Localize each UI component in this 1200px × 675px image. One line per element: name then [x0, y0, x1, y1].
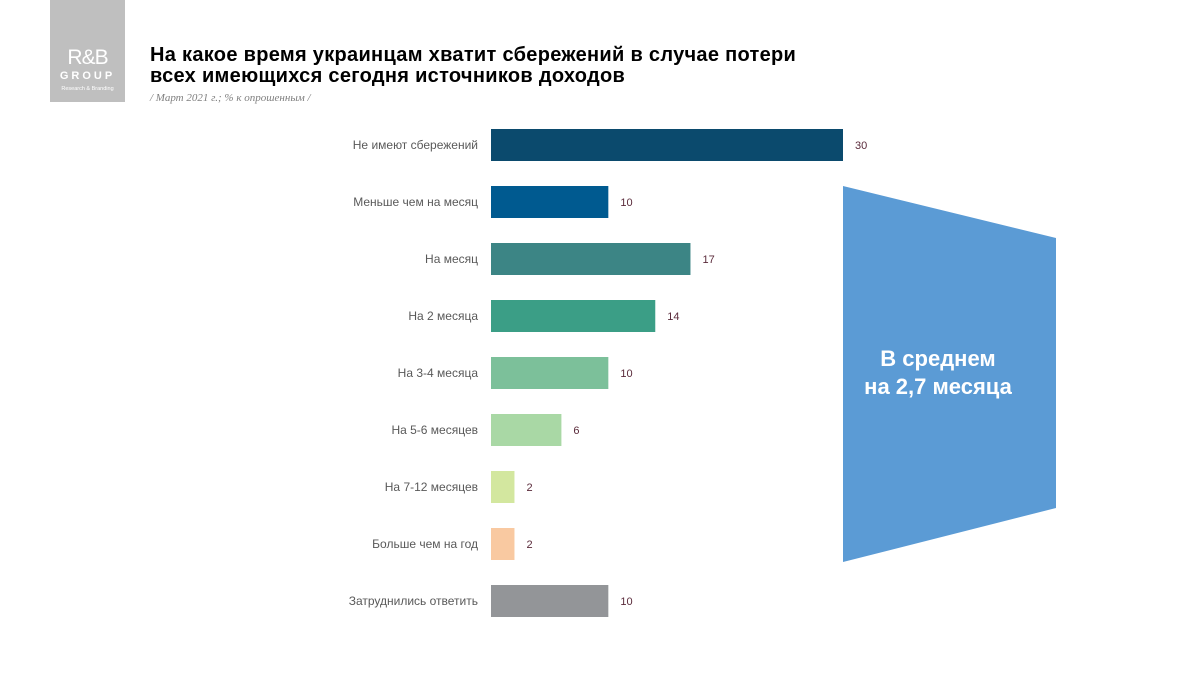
bar — [491, 300, 656, 332]
category-label: На 3-4 месяца — [398, 366, 479, 380]
category-label: На 5-6 месяцев — [391, 423, 478, 437]
data-label: 10 — [620, 596, 632, 608]
average-callout-text: В среднем — [880, 346, 995, 371]
data-label: 14 — [667, 311, 679, 323]
data-label: 2 — [526, 539, 532, 551]
category-label: Затруднились ответить — [349, 594, 478, 608]
chart-title: На какое время украинцам хватит сбережен… — [150, 45, 796, 87]
data-label: 10 — [620, 197, 632, 209]
logo: R&B GROUP Research & Branding — [50, 0, 125, 102]
category-label: Меньше чем на месяц — [353, 195, 478, 209]
data-label: 17 — [702, 254, 714, 266]
average-callout-shape — [843, 186, 1056, 562]
bar — [491, 129, 843, 161]
bar — [491, 186, 609, 218]
data-label: 30 — [855, 140, 867, 152]
title-line-1: На какое время украинцам хватит сбережен… — [150, 44, 797, 66]
bar — [491, 471, 515, 503]
category-label: На 7-12 месяцев — [385, 480, 478, 494]
logo-group: GROUP — [59, 70, 116, 82]
data-label: 10 — [620, 368, 632, 380]
average-callout-text: на 2,7 месяца — [864, 374, 1012, 399]
bar — [491, 528, 515, 560]
logo-text: R&B — [67, 46, 108, 69]
data-label: 2 — [526, 482, 532, 494]
title-line-2: всех имеющихся сегодня источников доходо… — [150, 65, 626, 87]
chart-subtitle: / Март 2021 г.; % к опрошенным / — [150, 92, 311, 104]
category-label: Больше чем на год — [372, 537, 478, 551]
logo-tagline: Research & Branding — [61, 86, 114, 92]
bar — [491, 357, 609, 389]
category-label: Не имеют сбережений — [353, 138, 478, 152]
bar — [491, 585, 609, 617]
category-label: На месяц — [425, 252, 478, 266]
data-label: 6 — [573, 425, 579, 437]
bar — [491, 243, 691, 275]
bar — [491, 414, 562, 446]
category-label: На 2 месяца — [408, 309, 478, 323]
